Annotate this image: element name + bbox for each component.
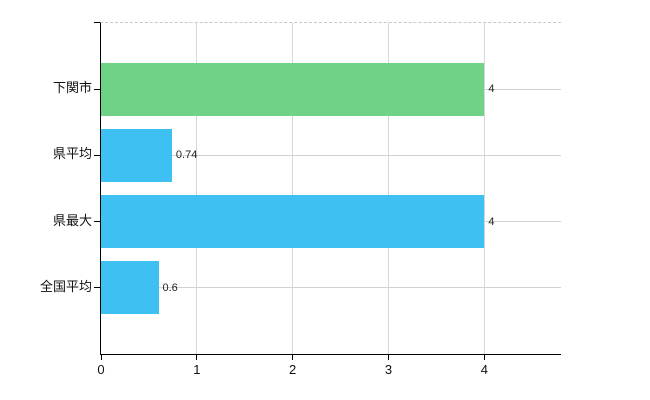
y-axis-tick: [94, 221, 100, 223]
bar-value-label: 0.6: [162, 281, 178, 294]
x-tick-label: 4: [480, 362, 488, 377]
bar: [101, 261, 159, 315]
vertical-gridline: [292, 23, 294, 354]
y-axis-end-tick: [94, 22, 100, 23]
x-axis-tick: [483, 354, 485, 360]
y-axis-tick: [94, 287, 100, 289]
x-tick-label: 3: [384, 362, 393, 377]
bar-value-label: 4: [488, 83, 495, 96]
category-label: 県平均: [52, 146, 92, 162]
y-axis-tick: [94, 88, 100, 90]
x-tick-label: 1: [193, 362, 201, 377]
x-axis-tick: [101, 354, 102, 360]
category-label: 全国平均: [39, 278, 92, 294]
x-axis-tick: [292, 354, 294, 360]
x-axis-tick: [196, 354, 198, 360]
bar-value-label: 0.74: [175, 149, 198, 162]
category-label: 県最大: [52, 212, 92, 228]
bar: [101, 62, 485, 116]
vertical-gridline: [483, 23, 485, 354]
bar: [101, 128, 172, 182]
horizontal-gridline: [101, 287, 561, 289]
plot-area: 4 0.74 4 0.6: [94, 22, 561, 360]
y-axis-tick: [94, 154, 100, 156]
bar-value-label: 4: [488, 215, 495, 228]
vertical-gridline: [196, 23, 198, 354]
bar: [101, 195, 485, 249]
vertical-gridline: [388, 23, 389, 354]
x-tick-label: 2: [289, 362, 297, 377]
category-label: 下関市: [52, 80, 92, 96]
x-axis-tick: [388, 354, 389, 360]
horizontal-gridline: [101, 154, 561, 156]
x-tick-label: 0: [97, 362, 105, 377]
